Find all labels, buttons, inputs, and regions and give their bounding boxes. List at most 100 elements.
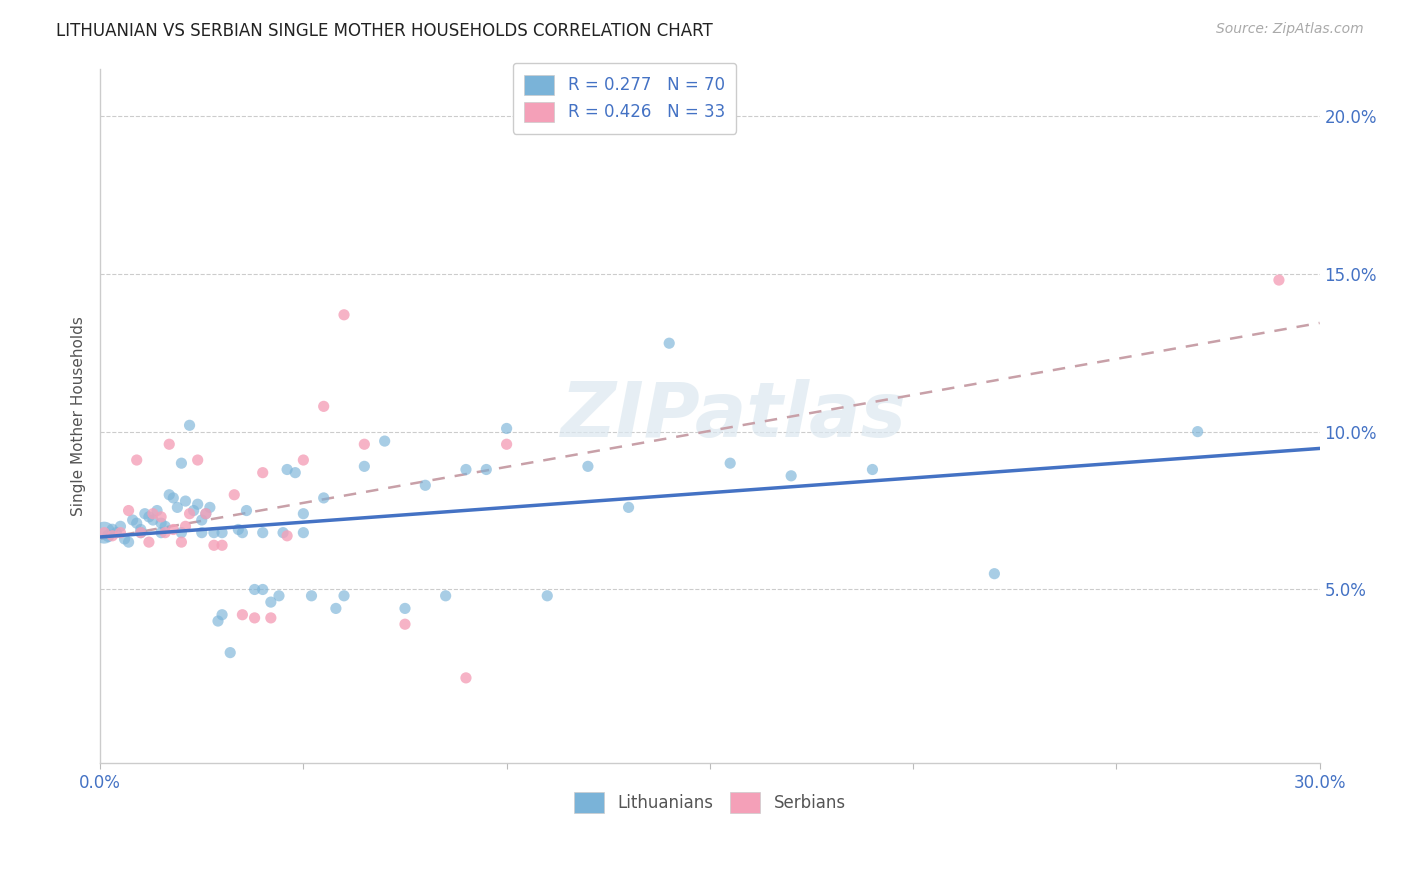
- Point: [211, 538, 233, 552]
- Point: [374, 434, 396, 448]
- Point: [166, 500, 188, 515]
- Point: [658, 336, 681, 351]
- Text: ZIPatlas: ZIPatlas: [561, 379, 907, 453]
- Point: [105, 525, 128, 540]
- Legend: Lithuanians, Serbians: Lithuanians, Serbians: [562, 780, 858, 824]
- Point: [194, 507, 217, 521]
- Point: [117, 503, 139, 517]
- Point: [179, 507, 201, 521]
- Point: [394, 601, 416, 615]
- Point: [475, 462, 498, 476]
- Point: [129, 525, 152, 540]
- Point: [862, 462, 884, 476]
- Point: [157, 437, 180, 451]
- Point: [211, 607, 233, 622]
- Point: [231, 607, 253, 622]
- Text: Source: ZipAtlas.com: Source: ZipAtlas.com: [1216, 22, 1364, 37]
- Point: [174, 519, 197, 533]
- Point: [415, 478, 437, 492]
- Point: [211, 525, 233, 540]
- Point: [121, 513, 143, 527]
- Point: [434, 589, 457, 603]
- Point: [292, 507, 315, 521]
- Point: [134, 507, 156, 521]
- Point: [202, 538, 225, 552]
- Point: [284, 466, 307, 480]
- Point: [150, 509, 173, 524]
- Point: [142, 513, 165, 527]
- Point: [146, 503, 169, 517]
- Point: [454, 462, 477, 476]
- Point: [325, 601, 347, 615]
- Point: [142, 507, 165, 521]
- Point: [190, 525, 212, 540]
- Point: [243, 582, 266, 597]
- Point: [150, 516, 173, 531]
- Point: [114, 532, 136, 546]
- Point: [110, 519, 132, 533]
- Point: [157, 488, 180, 502]
- Point: [1268, 273, 1291, 287]
- Point: [93, 525, 115, 540]
- Point: [718, 456, 741, 470]
- Point: [183, 503, 205, 517]
- Point: [224, 488, 246, 502]
- Point: [495, 421, 517, 435]
- Point: [312, 491, 335, 505]
- Point: [276, 462, 298, 476]
- Point: [187, 453, 209, 467]
- Point: [353, 459, 375, 474]
- Point: [129, 523, 152, 537]
- Point: [153, 519, 176, 533]
- Point: [110, 525, 132, 540]
- Point: [170, 456, 193, 470]
- Point: [353, 437, 375, 451]
- Text: LITHUANIAN VS SERBIAN SINGLE MOTHER HOUSEHOLDS CORRELATION CHART: LITHUANIAN VS SERBIAN SINGLE MOTHER HOUS…: [56, 22, 713, 40]
- Point: [292, 525, 315, 540]
- Point: [162, 523, 184, 537]
- Point: [174, 494, 197, 508]
- Point: [194, 507, 217, 521]
- Point: [198, 500, 221, 515]
- Point: [260, 595, 283, 609]
- Point: [93, 525, 115, 540]
- Point: [235, 503, 257, 517]
- Point: [576, 459, 599, 474]
- Point: [292, 453, 315, 467]
- Point: [1187, 425, 1209, 439]
- Point: [125, 516, 148, 531]
- Point: [129, 525, 152, 540]
- Point: [243, 611, 266, 625]
- Point: [312, 400, 335, 414]
- Point: [267, 589, 290, 603]
- Point: [190, 513, 212, 527]
- Point: [179, 418, 201, 433]
- Point: [276, 529, 298, 543]
- Point: [260, 611, 283, 625]
- Point: [495, 437, 517, 451]
- Point: [780, 468, 803, 483]
- Point: [333, 308, 356, 322]
- Point: [187, 497, 209, 511]
- Point: [170, 525, 193, 540]
- Point: [617, 500, 640, 515]
- Point: [138, 535, 160, 549]
- Point: [97, 529, 120, 543]
- Point: [117, 535, 139, 549]
- Point: [153, 525, 176, 540]
- Point: [202, 525, 225, 540]
- Point: [301, 589, 323, 603]
- Point: [252, 466, 274, 480]
- Point: [536, 589, 558, 603]
- Point: [252, 582, 274, 597]
- Point: [271, 525, 294, 540]
- Y-axis label: Single Mother Households: Single Mother Households: [72, 316, 86, 516]
- Point: [983, 566, 1005, 581]
- Point: [150, 525, 173, 540]
- Point: [162, 491, 184, 505]
- Point: [333, 589, 356, 603]
- Point: [252, 525, 274, 540]
- Point: [170, 535, 193, 549]
- Point: [101, 523, 124, 537]
- Point: [394, 617, 416, 632]
